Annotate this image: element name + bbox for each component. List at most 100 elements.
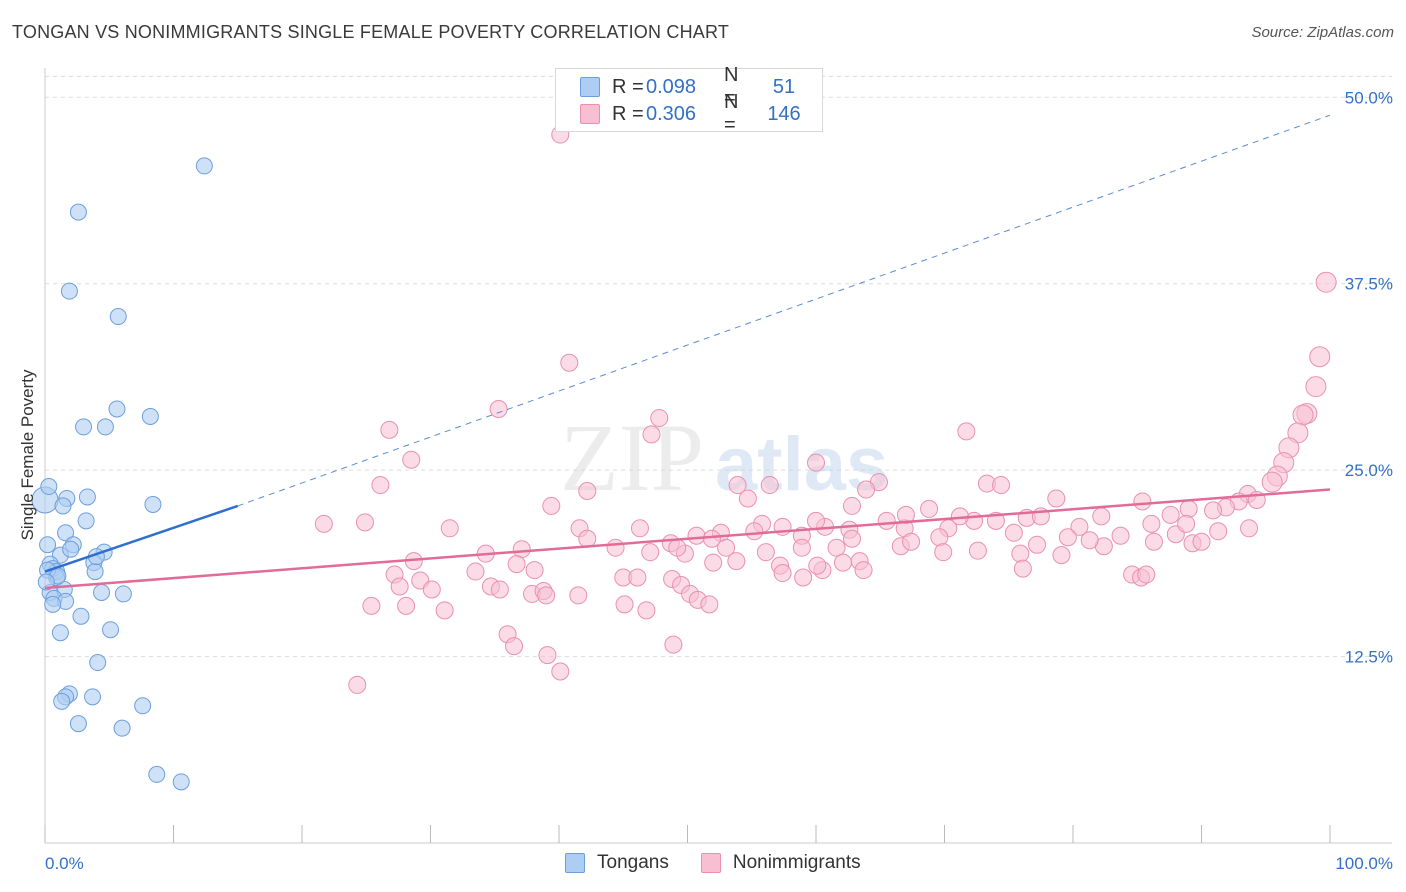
nonimmigrants-point: [362, 596, 381, 615]
tongans-point: [141, 407, 159, 425]
nonimmigrants-point: [1192, 532, 1211, 551]
nonimmigrants-point: [896, 505, 915, 524]
x-tick-labels: 0.0% 100.0%: [45, 854, 1393, 873]
nonimmigrants-point: [355, 513, 374, 532]
nonimmigrants-point: [745, 522, 764, 541]
tongans-point: [96, 418, 114, 436]
nonimmigrants-point: [700, 595, 719, 614]
nonimmigrants-point: [1028, 535, 1047, 554]
nonimmigrants-trend-line: [44, 488, 1331, 590]
tongans-point: [114, 585, 132, 603]
nonimmigrants-point: [728, 476, 747, 495]
legend-item-nonimmigrants[interactable]: Nonimmigrants: [700, 852, 861, 874]
nonimmigrants-point: [833, 553, 852, 572]
nonimmigrants-point: [1204, 501, 1223, 520]
legend-label-tongans: Tongans: [597, 852, 669, 873]
nonimmigrants-point: [807, 511, 825, 530]
tongans-point: [54, 497, 72, 515]
tongans-point: [148, 765, 166, 783]
nonimmigrants-point: [551, 662, 570, 681]
source-label: Source: ZipAtlas.com: [1251, 24, 1394, 41]
y-tick-label: 37.5%: [1345, 275, 1393, 294]
nonimmigrants-point: [1111, 526, 1130, 545]
nonimmigrants-point: [1004, 523, 1023, 542]
y-tick-labels: 12.5% 25.0% 37.5% 50.0%: [1345, 88, 1393, 666]
nonimmigrants-point: [902, 532, 921, 551]
nonimmigrants-point: [738, 489, 757, 508]
tongans-point: [53, 692, 71, 710]
legend-row-nonimmigrants: R = 0.306 N = 146: [580, 91, 814, 136]
legend-r-label: R =: [612, 102, 644, 125]
x-tick-label: 100.0%: [1335, 854, 1393, 873]
trend-lines: [44, 114, 1331, 590]
tongans-point: [62, 540, 80, 558]
tongans-point: [84, 688, 102, 706]
nonimmigrants-points: [314, 125, 1337, 694]
tongans-point: [108, 400, 126, 418]
nonimmigrants-point: [1092, 507, 1111, 526]
nonimmigrants-point: [489, 399, 508, 418]
tongans-point: [75, 418, 93, 436]
y-tick-label: 12.5%: [1345, 648, 1393, 667]
nonimmigrants-point: [854, 561, 873, 580]
chart-title: TONGAN VS NONIMMIGRANTS SINGLE FEMALE PO…: [12, 22, 730, 42]
nonimmigrants-point: [794, 568, 813, 587]
tongans-point: [113, 719, 131, 737]
tongans-point: [69, 203, 87, 221]
tongans-point: [89, 654, 107, 672]
tongans-point: [72, 607, 90, 625]
tongans-point: [57, 524, 75, 542]
tongans-point: [44, 595, 62, 613]
legend-swatch-nonimmigrants: [700, 853, 721, 873]
legend-r-value: 0.306: [646, 102, 697, 125]
y-axis-label: Single Female Poverty: [18, 369, 37, 541]
nonimmigrants-point: [542, 496, 561, 515]
nonimmigrants-point: [957, 422, 976, 441]
nonimmigrants-point: [920, 499, 939, 518]
nonimmigrants-point: [1309, 346, 1331, 368]
tongans-point: [134, 697, 152, 715]
nonimmigrants-point: [537, 586, 556, 605]
tongans-point: [78, 488, 96, 506]
nonimmigrants-point: [1070, 517, 1089, 536]
nonimmigrants-point: [650, 408, 669, 427]
tongans-point: [77, 512, 95, 530]
tongans-points: [31, 157, 213, 791]
nonimmigrants-point: [422, 580, 441, 599]
nonimmigrants-point: [792, 538, 811, 557]
nonimmigrants-point: [827, 538, 846, 557]
nonimmigrants-point: [1240, 519, 1259, 538]
y-tick-label: 25.0%: [1345, 461, 1393, 480]
tongans-point: [109, 308, 127, 326]
nonimmigrants-point: [569, 586, 588, 605]
nonimmigrants-point: [380, 420, 399, 439]
nonimmigrants-point: [505, 637, 524, 656]
nonimmigrants-point: [1177, 514, 1196, 533]
legend-swatch-nonimmigrants: [580, 104, 600, 124]
nonimmigrants-point: [934, 543, 953, 562]
nonimmigrants-point: [842, 529, 861, 548]
nonimmigrants-point: [1142, 514, 1161, 533]
tongans-point: [144, 495, 162, 513]
tongans-point: [86, 563, 104, 581]
tongans-point: [39, 536, 57, 554]
tongans-point: [69, 715, 87, 733]
stats-legend: R = 0.098 N = 51 R = 0.306 N = 146: [555, 64, 823, 136]
nonimmigrants-point: [578, 482, 597, 501]
nonimmigrants-point: [930, 528, 949, 547]
nonimmigrants-point: [760, 476, 779, 495]
nonimmigrants-point: [578, 529, 597, 548]
legend-n-value: 146: [767, 102, 801, 125]
legend-item-tongans[interactable]: Tongans: [565, 852, 669, 874]
legend-n-label: N =: [724, 91, 739, 136]
nonimmigrants-point: [702, 529, 721, 548]
nonimmigrants-point: [1013, 559, 1032, 578]
watermark: ZIP atlas: [560, 404, 888, 511]
nonimmigrants-point: [687, 526, 706, 545]
nonimmigrants-point: [1011, 544, 1030, 563]
tongans-point: [102, 621, 120, 639]
nonimmigrants-point: [1305, 376, 1327, 398]
tongans-point: [51, 624, 69, 642]
legend-n-label: N =: [724, 64, 739, 109]
nonimmigrants-point: [668, 538, 687, 557]
